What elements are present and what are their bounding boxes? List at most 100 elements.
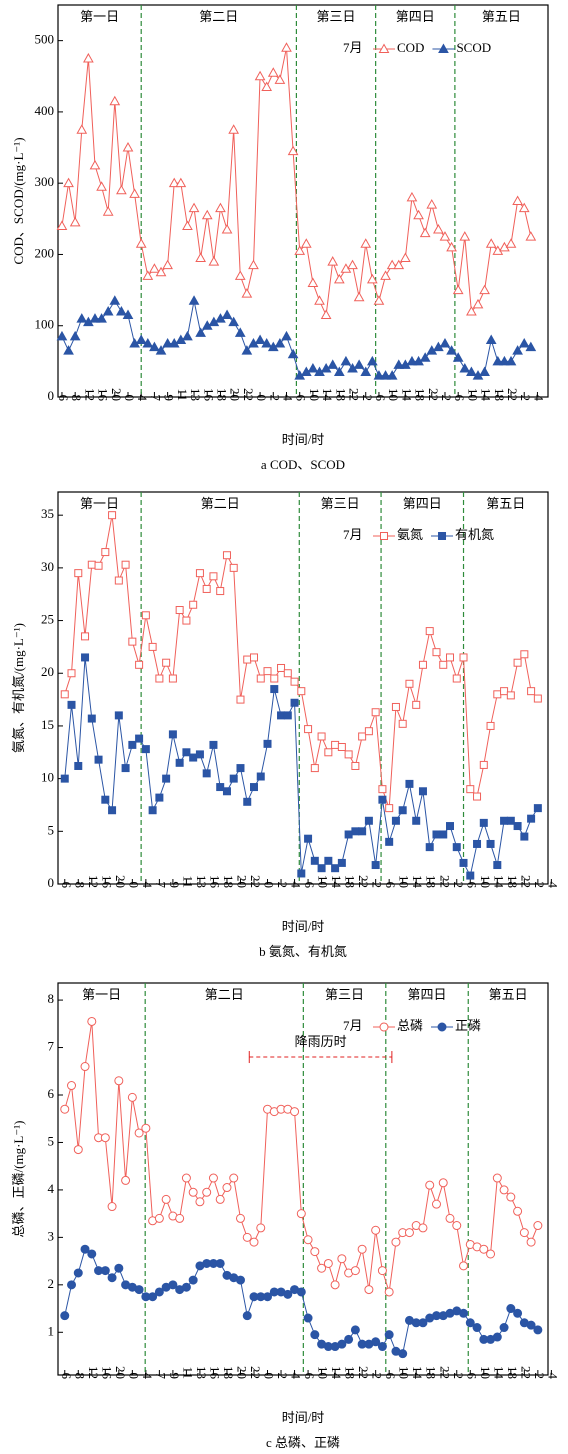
x-tick-label: 6 [373, 395, 388, 402]
marker [366, 273, 378, 284]
marker [296, 1287, 306, 1297]
x-tick-label: 20 [234, 875, 249, 888]
marker [195, 252, 206, 263]
marker [67, 1081, 77, 1091]
marker [330, 1280, 340, 1290]
marker [249, 1237, 259, 1247]
marker [446, 653, 454, 662]
day-label: 第三日 [325, 987, 364, 1002]
y-tick-label: 400 [35, 103, 55, 118]
marker [347, 259, 358, 270]
marker [432, 830, 441, 839]
marker [241, 345, 253, 355]
marker [188, 1187, 198, 1197]
marker [393, 259, 405, 270]
marker [452, 352, 464, 362]
marker [234, 327, 246, 337]
marker [155, 793, 164, 802]
x-tick-label: 18 [424, 1366, 439, 1379]
x-tick-label: 0 [254, 395, 269, 402]
marker [182, 220, 193, 230]
marker [340, 355, 352, 366]
marker [195, 569, 204, 578]
marker [398, 806, 407, 815]
marker [208, 256, 220, 266]
y-tick-label: 25 [41, 612, 54, 627]
marker [248, 259, 259, 270]
marker [175, 1213, 185, 1223]
marker [274, 74, 286, 84]
marker [413, 209, 424, 220]
marker [149, 341, 160, 352]
marker [235, 1213, 245, 1223]
marker [87, 1016, 97, 1026]
marker [236, 764, 245, 773]
x-tick-label: 2 [451, 882, 466, 889]
marker [310, 856, 319, 865]
y-tick-label: 4 [48, 1181, 55, 1196]
x-tick-label: 16 [99, 875, 114, 889]
marker [242, 1232, 252, 1242]
marker [229, 1173, 239, 1183]
marker [391, 1237, 401, 1247]
marker [114, 1076, 124, 1086]
x-tick-label: 20 [113, 875, 128, 888]
caption: a COD、SCOD [261, 457, 345, 472]
x-tick-label: 14 [410, 875, 425, 889]
marker [419, 352, 431, 362]
marker [63, 345, 74, 355]
marker [320, 309, 332, 320]
y-axis-label: COD、SCOD/(mg·L⁻¹) [11, 137, 26, 264]
y-tick-label: 1 [48, 1323, 55, 1338]
marker [294, 245, 306, 255]
marker [134, 1128, 144, 1138]
marker [499, 355, 510, 366]
marker [281, 42, 292, 52]
marker [314, 295, 325, 305]
x-tick-label: 2 [360, 395, 375, 402]
marker [323, 1258, 333, 1268]
x-tick-label: 18 [343, 875, 358, 888]
marker [149, 263, 160, 273]
marker [377, 1342, 387, 1352]
x-tick-label: 12 [86, 875, 101, 888]
day-label: 第五日 [486, 496, 525, 511]
marker [221, 223, 233, 234]
marker [155, 345, 167, 355]
marker [208, 1173, 218, 1183]
x-tick-label: 6 [302, 882, 317, 889]
marker [526, 1237, 536, 1247]
marker [386, 370, 398, 380]
marker [337, 743, 346, 752]
marker [419, 227, 431, 238]
x-tick-label: 4 [289, 882, 304, 889]
marker [433, 223, 444, 234]
marker [188, 202, 200, 213]
marker [283, 711, 292, 720]
marker [229, 563, 238, 572]
x-tick-label: 16 [99, 1366, 114, 1380]
marker [87, 560, 96, 569]
x-tick-label: 14 [399, 388, 414, 402]
x-tick-label: 6 [464, 1373, 479, 1380]
marker [479, 284, 490, 295]
marker [459, 1261, 469, 1271]
marker [250, 653, 258, 662]
marker [168, 730, 177, 739]
marker [122, 309, 134, 320]
marker [533, 694, 542, 703]
marker [331, 740, 340, 749]
marker [500, 687, 509, 696]
marker [89, 313, 101, 323]
marker [526, 1320, 536, 1330]
x-tick-label: 11 [180, 1366, 195, 1379]
marker [446, 345, 457, 355]
marker [418, 787, 427, 796]
marker [201, 209, 213, 220]
marker [142, 338, 154, 348]
y-tick-label: 0 [48, 388, 55, 403]
x-tick-label: 8 [69, 395, 84, 402]
x-tick-label: 10 [386, 388, 401, 401]
panel: 0100200300400500681216200479111316182022… [11, 4, 549, 472]
marker [155, 266, 167, 277]
